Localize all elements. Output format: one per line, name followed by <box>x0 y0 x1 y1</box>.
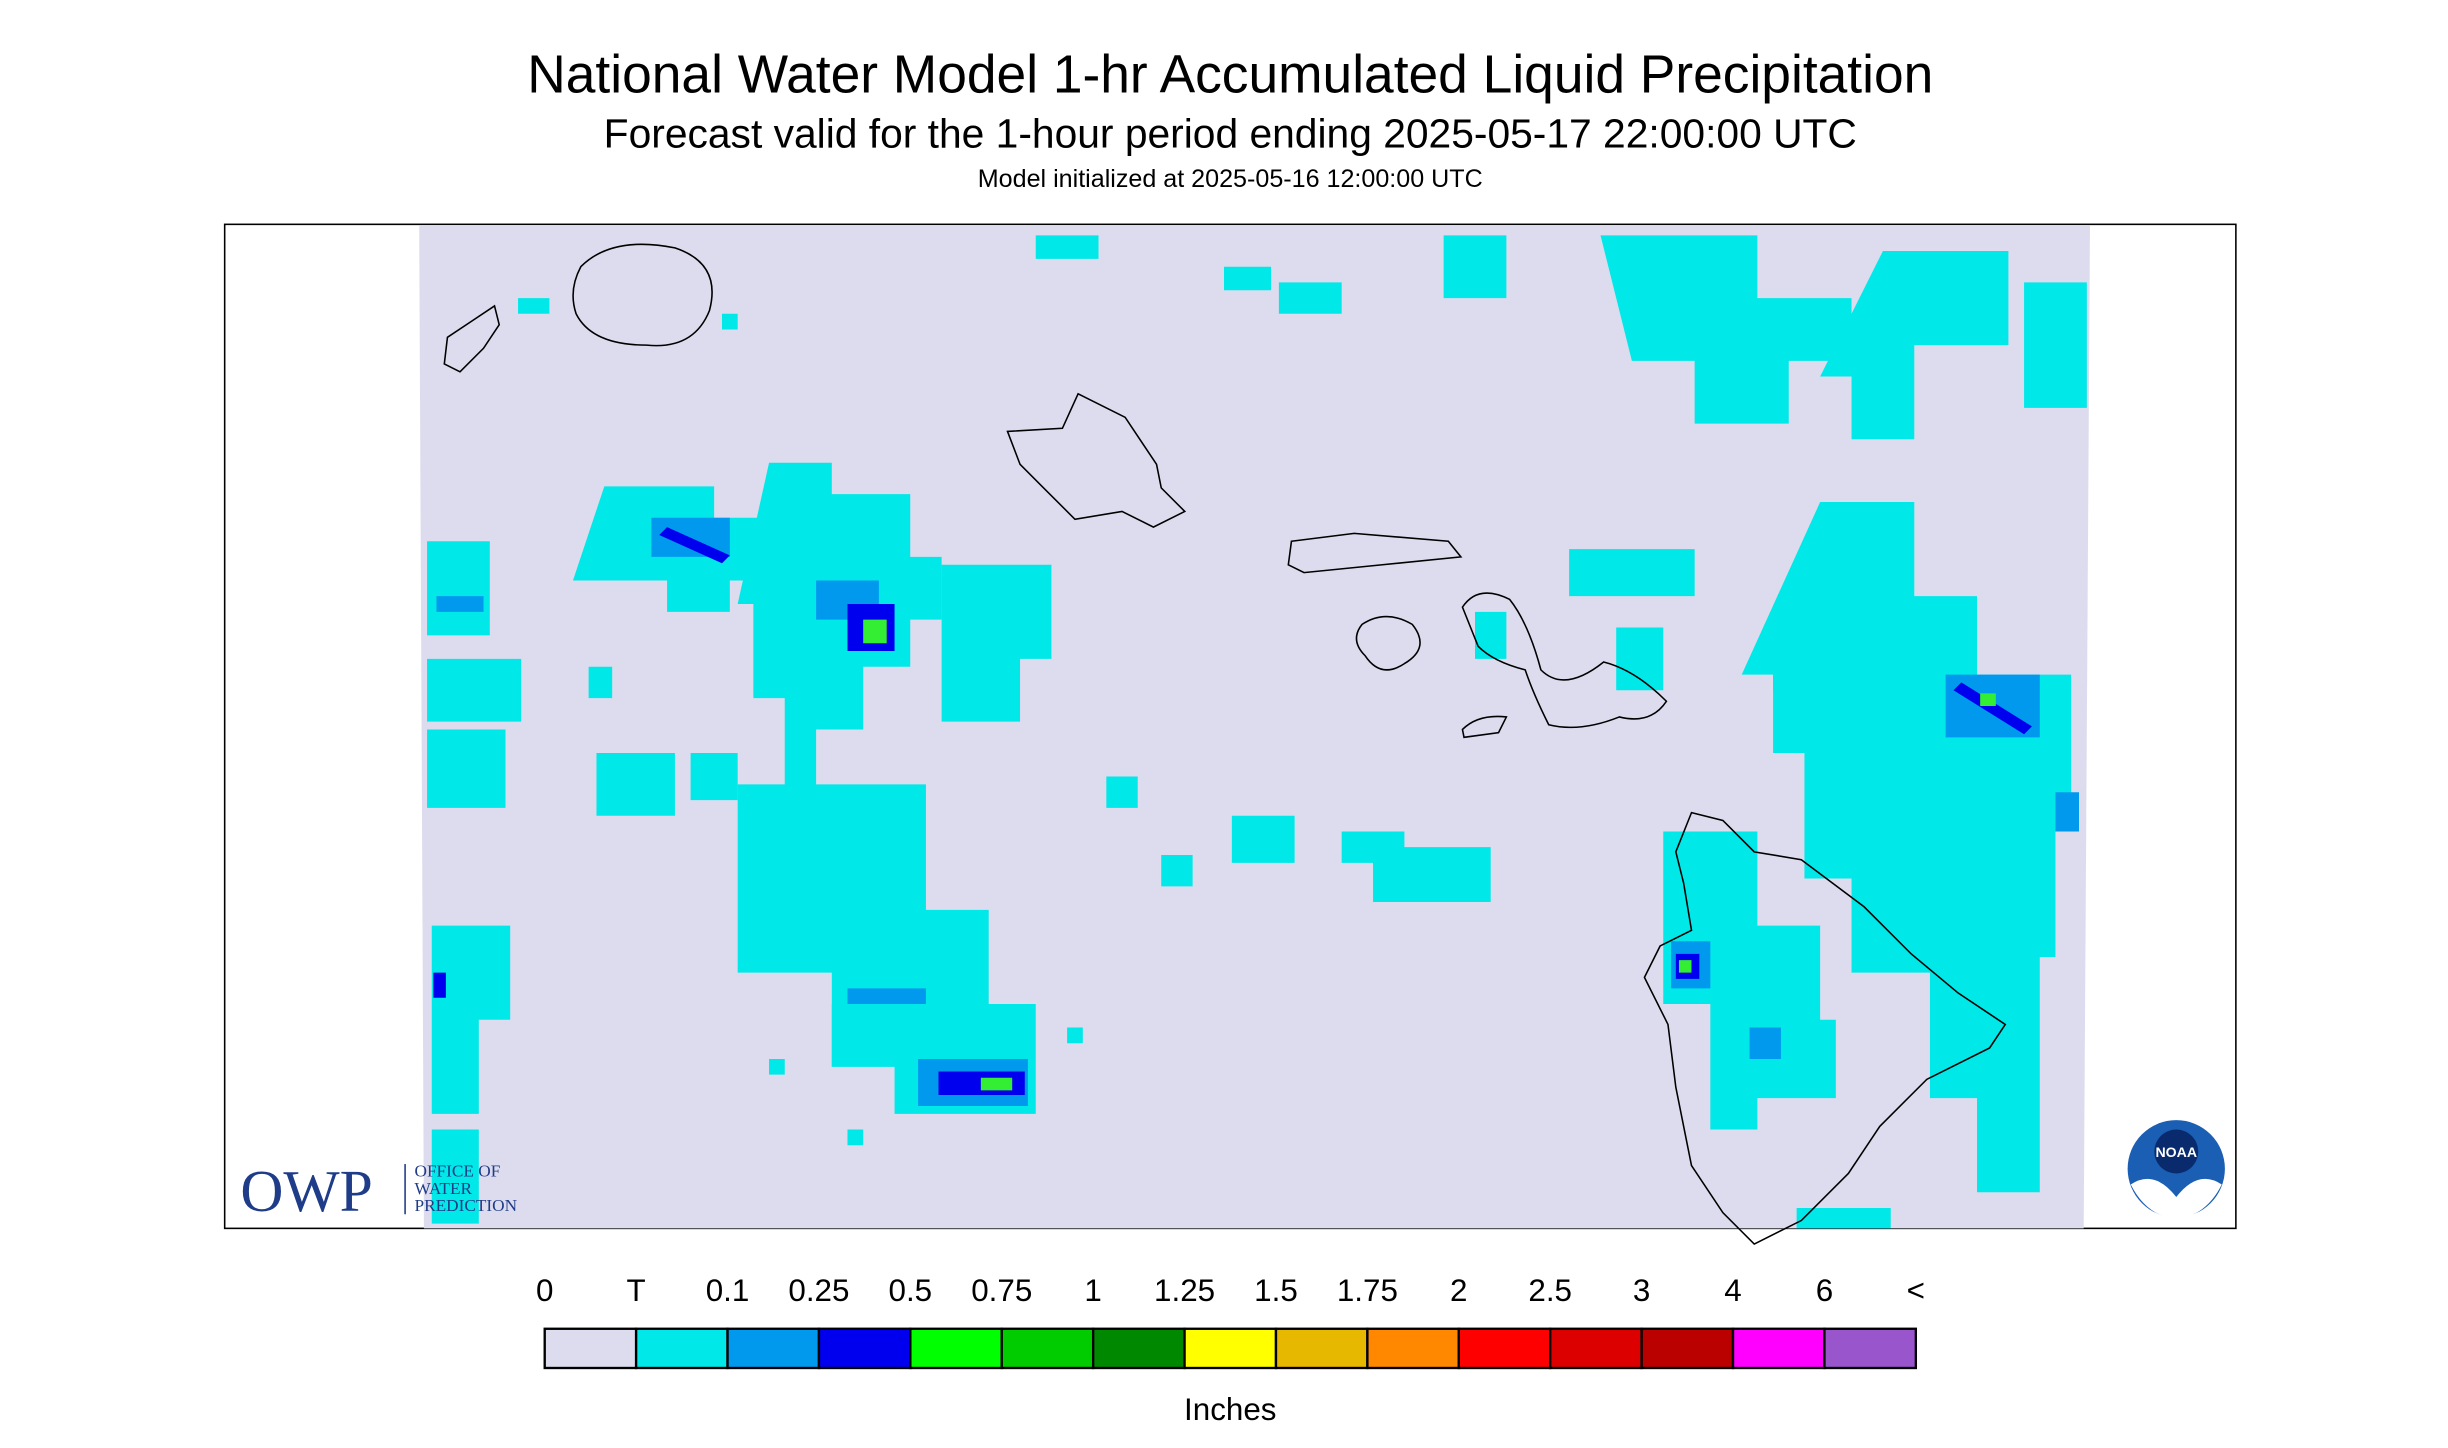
legend-swatch <box>1457 1327 1552 1370</box>
owp-logo: OWP OFFICE OF WATER PREDICTION <box>240 1158 517 1224</box>
map: OWP OFFICE OF WATER PREDICTION NOAA <box>223 223 2237 1246</box>
legend-label: 0.1 <box>706 1273 750 1308</box>
noaa-text: NOAA <box>2155 1144 2197 1160</box>
owp-line: WATER <box>415 1179 473 1198</box>
subtitle: Forecast valid for the 1-hour period end… <box>604 110 1857 156</box>
legend-swatch <box>1731 1327 1826 1370</box>
legend-label: 0.25 <box>788 1273 849 1308</box>
precip <box>427 235 2087 1229</box>
legend-swatch <box>1091 1327 1186 1370</box>
legend-label: 4 <box>1724 1273 1741 1308</box>
legend-swatch <box>1366 1327 1460 1370</box>
legend-label: T <box>627 1273 646 1308</box>
noaa-logo: NOAA <box>2127 1120 2225 1219</box>
legend-swatch <box>1549 1327 1643 1370</box>
legend-label: 1.5 <box>1254 1273 1298 1308</box>
legend-label: 6 <box>1816 1273 1833 1308</box>
model-init: Model initialized at 2025-05-16 12:00:00… <box>978 165 1483 193</box>
legend-swatch <box>817 1327 912 1370</box>
legend-swatch <box>1274 1327 1369 1370</box>
legend-label: 1.25 <box>1154 1273 1215 1308</box>
owp-text: OWP <box>240 1158 372 1224</box>
legend-swatch <box>909 1327 1003 1370</box>
legend-label: 1.75 <box>1337 1273 1398 1308</box>
legend-label: 1 <box>1084 1273 1101 1308</box>
legend-label: 2 <box>1450 1273 1467 1308</box>
title: National Water Model 1-hr Accumulated Li… <box>527 46 1933 105</box>
legend-label: 0.75 <box>971 1273 1032 1308</box>
legend-swatch <box>726 1327 821 1370</box>
legend: Inches 0 T 0.1 0.25 0.5 0.75 1 1.25 1.5 1.75 2 2.5 3… <box>536 1273 1925 1427</box>
legend-label: 0 <box>536 1273 553 1308</box>
legend-label: < <box>1907 1273 1925 1308</box>
legend-unit: Inches <box>1184 1392 1276 1427</box>
legend-swatch <box>1000 1327 1095 1370</box>
legend-swatch <box>1183 1327 1278 1370</box>
owp-line: OFFICE OF <box>415 1162 501 1181</box>
legend-swatch <box>1823 1327 1918 1370</box>
legend-swatch <box>1640 1327 1735 1370</box>
legend-label: 3 <box>1633 1273 1650 1308</box>
legend-swatch <box>634 1327 729 1370</box>
owp-line: PREDICTION <box>415 1196 518 1215</box>
legend-label: 2.5 <box>1528 1273 1572 1308</box>
legend-label: 0.5 <box>889 1273 933 1308</box>
legend-swatch <box>543 1327 638 1370</box>
coastlines <box>443 243 2007 1246</box>
